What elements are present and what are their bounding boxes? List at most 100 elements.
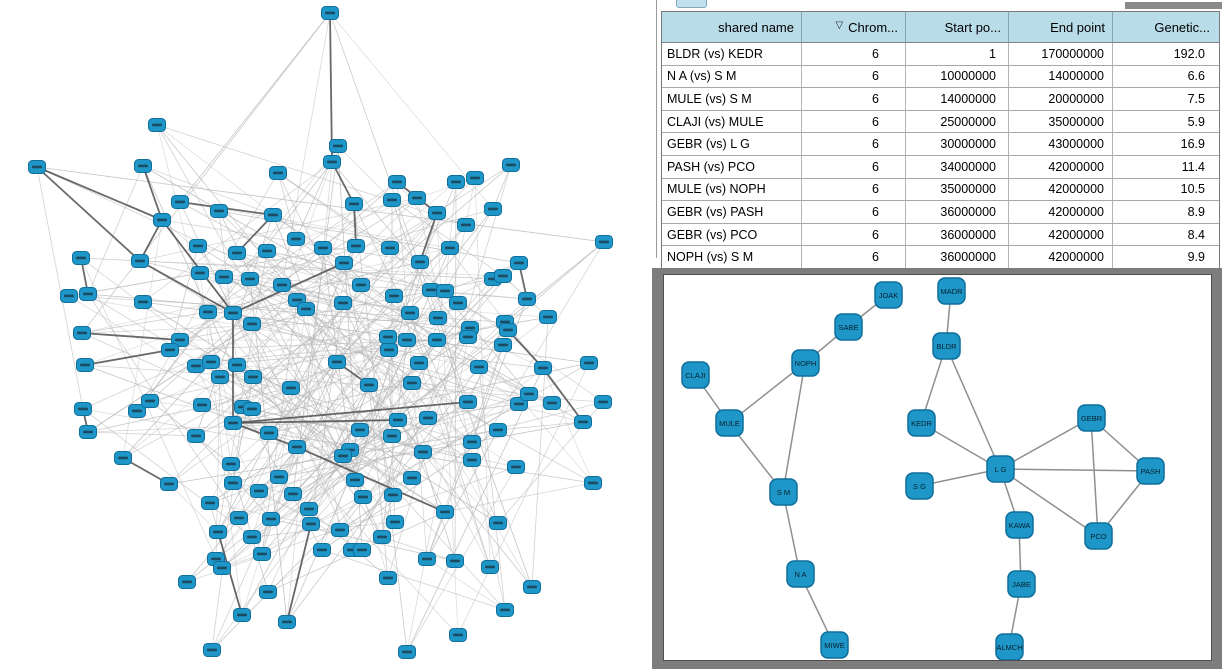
table-cell: 8.4 xyxy=(1187,227,1205,242)
column-label: Genetic... xyxy=(1154,19,1210,35)
network-edge xyxy=(122,289,432,459)
node-label-smudge xyxy=(500,320,510,324)
network-edge xyxy=(349,449,413,479)
table-row[interactable]: CLAJI (vs) MULE 6 25000000 35000000 5.9 xyxy=(662,110,1219,134)
network-edge xyxy=(232,299,298,314)
network-edge xyxy=(381,536,456,562)
node-label-smudge xyxy=(268,213,278,217)
subnetwork-node-label: GEBR xyxy=(1081,414,1103,423)
column-header-start-point[interactable]: Start po... xyxy=(906,12,1009,42)
node-label-smudge xyxy=(164,482,174,486)
node-label-smudge xyxy=(76,256,86,260)
network-edge xyxy=(268,224,467,434)
subnetwork-node-KAWA[interactable] xyxy=(1005,511,1034,539)
node-label-smudge xyxy=(264,431,274,435)
table-cell: 9.9 xyxy=(1187,250,1205,265)
subnetwork-node-SM[interactable] xyxy=(769,478,798,506)
table-row[interactable]: NOPH (vs) S M 6 36000000 42000000 9.9 xyxy=(662,246,1219,268)
node-label-smudge xyxy=(467,458,477,462)
node-label-smudge xyxy=(232,251,242,255)
subnetwork-node-label: SABE xyxy=(838,323,858,332)
network-edge xyxy=(221,316,549,569)
network-edge xyxy=(308,336,469,510)
subnetwork-node-label: S G xyxy=(913,482,926,491)
subnetwork-node-LG[interactable] xyxy=(986,455,1015,483)
subnetwork-node-KEDR[interactable] xyxy=(907,409,936,437)
node-label-smudge xyxy=(503,328,513,332)
network-edge xyxy=(329,12,494,210)
subnetwork-node-JABE[interactable] xyxy=(1007,570,1036,598)
node-label-smudge xyxy=(355,428,365,432)
subnetwork-node-CLAJI[interactable] xyxy=(681,361,710,389)
subnetwork-node-JOAK[interactable] xyxy=(874,281,903,309)
subnetwork-canvas[interactable]: JOAK SABE NOPH CLAJI MULE S M N A MIWE MADR BLDR K… xyxy=(664,275,1211,660)
panel-tab-fragment[interactable] xyxy=(676,0,707,8)
network-edge xyxy=(336,361,584,423)
node-label-smudge xyxy=(485,565,495,569)
network-edge xyxy=(122,219,163,459)
table-cell: 6 xyxy=(802,65,906,88)
node-label-smudge xyxy=(211,557,221,561)
subnetwork-node-ALMCH[interactable] xyxy=(995,633,1024,660)
node-label-smudge xyxy=(206,360,216,364)
subnetwork-node-NOPH[interactable] xyxy=(791,349,820,377)
overview-network-canvas[interactable] xyxy=(0,0,652,669)
column-header-chromosome[interactable]: ▽ Chrom... xyxy=(802,12,906,42)
node-label-smudge xyxy=(498,343,508,347)
table-row[interactable]: GEBR (vs) L G 6 30000000 43000000 16.9 xyxy=(662,133,1219,156)
table-cell: 6 xyxy=(802,110,906,133)
network-edge-highlight xyxy=(286,523,312,623)
network-edge-highlight xyxy=(329,12,333,163)
network-edge-highlight xyxy=(142,165,163,221)
node-label-smudge xyxy=(414,361,424,365)
table-row[interactable]: N A (vs) S M 6 10000000 14000000 6.6 xyxy=(662,65,1219,89)
column-header-shared-name[interactable]: shared name xyxy=(662,12,802,42)
subnetwork-node-MULE[interactable] xyxy=(715,409,744,437)
subnetwork-node-MIWE[interactable] xyxy=(820,631,849,659)
subnetwork-node-GEBR[interactable] xyxy=(1077,404,1106,432)
subnetwork-node-label: PASH xyxy=(1141,467,1161,476)
network-edge xyxy=(218,210,429,419)
subnetwork-node-label: N A xyxy=(794,570,806,579)
node-label-smudge xyxy=(205,501,215,505)
subnetwork-node-NA[interactable] xyxy=(786,560,815,588)
subnetwork-node-SABE[interactable] xyxy=(834,313,863,341)
table-cell: 10000000 xyxy=(906,65,1009,88)
table-row[interactable]: BLDR (vs) KEDR 6 1 170000000 192.0 xyxy=(662,43,1219,66)
network-edge xyxy=(342,302,413,384)
node-label-smudge xyxy=(500,608,510,612)
column-header-genetic[interactable]: Genetic... xyxy=(1113,12,1217,42)
table-row[interactable]: GEBR (vs) PCO 6 36000000 42000000 8.4 xyxy=(662,223,1219,247)
node-label-smudge xyxy=(274,475,284,479)
subnetwork-node-PASH[interactable] xyxy=(1136,457,1165,485)
filter-icon[interactable]: ▽ xyxy=(835,20,844,31)
network-edge xyxy=(207,261,421,313)
table-cell: 6 xyxy=(802,43,906,65)
network-edge xyxy=(36,166,84,410)
node-label-smudge xyxy=(306,522,316,526)
column-header-end-point[interactable]: End point xyxy=(1009,12,1113,42)
network-edge xyxy=(142,301,499,524)
table-row[interactable]: PASH (vs) PCO 6 34000000 42000000 11.4 xyxy=(662,155,1219,179)
network-edge xyxy=(236,252,389,338)
network-edge xyxy=(396,181,584,423)
network-edge xyxy=(406,327,471,653)
table-cell: 6 xyxy=(802,133,906,155)
node-label-smudge xyxy=(234,516,244,520)
table-row[interactable]: MULE (vs) S M 6 14000000 20000000 7.5 xyxy=(662,88,1219,111)
node-label-smudge xyxy=(418,450,428,454)
subnetwork-node-PCO[interactable] xyxy=(1084,522,1113,550)
table-row[interactable]: GEBR (vs) PASH 6 36000000 42000000 8.9 xyxy=(662,201,1219,224)
subnetwork-node-MADR[interactable] xyxy=(937,277,966,305)
node-label-smudge xyxy=(292,298,302,302)
network-edge xyxy=(418,275,504,364)
subnetwork-edge xyxy=(999,468,1099,537)
table-cell: 42000000 xyxy=(1009,223,1113,246)
subnetwork-panel: JOAK SABE NOPH CLAJI MULE S M N A MIWE MADR BLDR K… xyxy=(652,268,1222,669)
subnetwork-node-SG[interactable] xyxy=(905,472,934,500)
subnetwork-node-label: MULE xyxy=(719,419,740,428)
table-row[interactable]: MULE (vs) NOPH 6 35000000 42000000 10.5 xyxy=(662,178,1219,202)
node-label-smudge xyxy=(195,271,205,275)
node-label-smudge xyxy=(407,381,417,385)
subnetwork-node-BLDR[interactable] xyxy=(932,332,961,360)
